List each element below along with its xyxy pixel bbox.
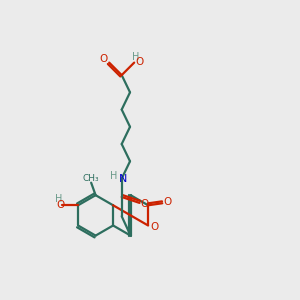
Text: O: O bbox=[56, 200, 64, 210]
Text: H: H bbox=[110, 171, 117, 181]
Text: O: O bbox=[150, 222, 158, 232]
Text: H: H bbox=[132, 52, 140, 62]
Text: O: O bbox=[135, 57, 144, 67]
Text: O: O bbox=[100, 54, 108, 64]
Text: CH₃: CH₃ bbox=[83, 174, 100, 183]
Text: O: O bbox=[164, 197, 172, 207]
Text: O: O bbox=[141, 200, 149, 209]
Text: N: N bbox=[118, 173, 127, 184]
Text: H: H bbox=[55, 194, 62, 204]
